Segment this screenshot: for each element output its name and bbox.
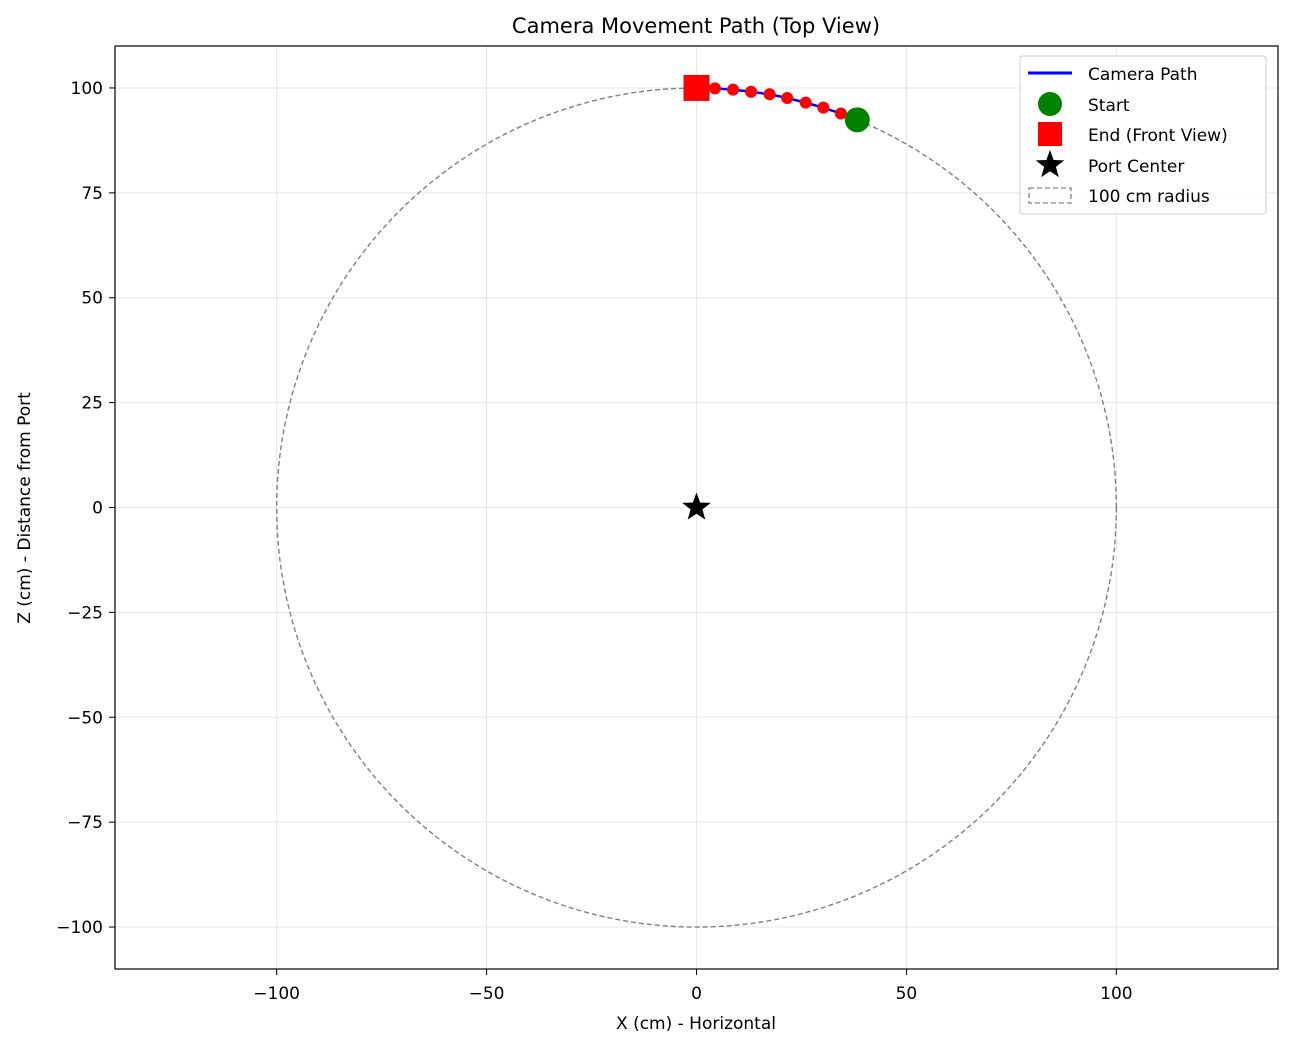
y-tick-label: 0 bbox=[92, 499, 103, 519]
legend-circle-label: 100 cm radius bbox=[1088, 187, 1210, 207]
x-tick-label: 100 bbox=[1100, 984, 1132, 1004]
legend-port-center-label: Port Center bbox=[1088, 157, 1184, 177]
chart-title: Camera Movement Path (Top View) bbox=[512, 14, 880, 38]
legend-circle-swatch bbox=[1028, 187, 1072, 204]
y-tick-label: 100 bbox=[71, 79, 103, 99]
y-tick-label: −100 bbox=[56, 918, 103, 938]
x-tick-label: 50 bbox=[896, 984, 918, 1004]
legend-end-swatch bbox=[1038, 122, 1062, 146]
legend-box bbox=[1019, 55, 1267, 215]
plot-area bbox=[275, 74, 1118, 928]
y-tick-label: 75 bbox=[81, 184, 103, 204]
legend: Camera Path Start End (Front View) Port … bbox=[1019, 55, 1267, 215]
x-tick-label: −50 bbox=[469, 984, 505, 1004]
waypoint-marker bbox=[781, 92, 794, 105]
waypoint-marker bbox=[799, 96, 812, 109]
waypoint-marker bbox=[708, 82, 721, 95]
waypoint-marker bbox=[763, 88, 776, 101]
x-tick-label: −100 bbox=[253, 984, 300, 1004]
waypoint-marker bbox=[727, 83, 740, 96]
port-center-marker bbox=[682, 492, 711, 520]
axis-ticks: −100 −50 0 50 100 −100 −75 −50 −25 0 25 50 75 100 bbox=[56, 79, 1132, 1004]
legend-camera-path-label: Camera Path bbox=[1088, 65, 1197, 85]
waypoint-marker bbox=[834, 107, 847, 120]
camera-path-line bbox=[696, 86, 858, 122]
y-tick-label: −75 bbox=[67, 813, 103, 833]
y-tick-label: −50 bbox=[67, 708, 103, 728]
x-tick-label: 0 bbox=[691, 984, 702, 1004]
y-tick-label: 25 bbox=[81, 394, 103, 414]
legend-port-center-swatch bbox=[1035, 150, 1065, 178]
waypoint-marker bbox=[745, 85, 758, 98]
y-tick-label: 50 bbox=[81, 289, 103, 309]
x-axis-label: X (cm) - Horizontal bbox=[616, 1014, 776, 1034]
y-axis-label: Z (cm) - Distance from Port bbox=[15, 392, 35, 624]
end-marker bbox=[683, 74, 710, 101]
waypoint-marker bbox=[817, 101, 830, 114]
legend-end-label: End (Front View) bbox=[1088, 126, 1228, 146]
legend-start-swatch bbox=[1038, 92, 1062, 116]
y-tick-label: −25 bbox=[67, 603, 103, 623]
legend-start-label: Start bbox=[1088, 96, 1130, 116]
start-marker bbox=[844, 107, 870, 133]
